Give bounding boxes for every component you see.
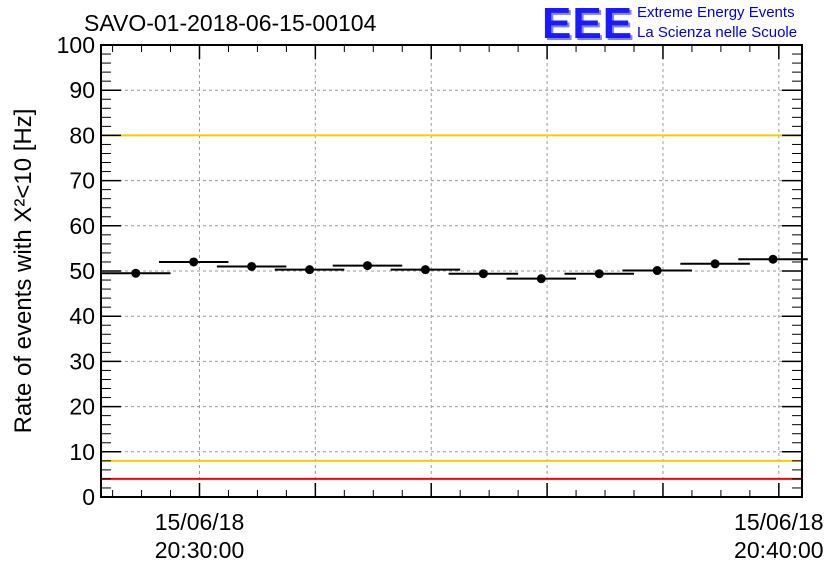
y-tick-label: 40 [69,303,95,329]
logo-line-2: La Scienza nelle Scuole [637,24,798,41]
chart-title: SAVO-01-2018-06-15-00104 [84,10,377,36]
y-tick-label: 10 [69,439,95,465]
y-tick-label: 60 [69,213,95,239]
y-tick-label: 50 [69,258,95,284]
eee-logo: EEE [542,0,634,48]
data-point [247,261,257,271]
data-point [710,259,720,269]
x-tick-label-date: 15/06/18 [734,509,824,535]
data-point [536,274,546,284]
data-point [594,269,604,279]
y-tick-label: 30 [69,348,95,374]
label-layer: 010203040506070809010015/06/1820:30:0015… [57,32,824,563]
data-point [768,254,778,264]
y-tick-label: 70 [69,168,95,194]
data-point [652,266,662,276]
data-point [420,265,430,275]
x-tick-label-time: 20:30:00 [155,537,245,563]
x-tick-label-time: 20:40:00 [734,537,824,563]
data-point [131,268,141,278]
data-point [478,269,488,279]
data-point [189,257,199,267]
data-point [305,265,315,275]
y-axis-label: Rate of events with X²<10 [Hz] [10,109,37,434]
y-tick-label: 100 [57,32,95,58]
grid-layer [101,45,802,497]
y-tick-label: 80 [69,122,95,148]
logo-line-1: Extreme Energy Events [637,4,795,21]
data-point [362,261,372,271]
y-tick-label: 90 [69,77,95,103]
x-tick-label-date: 15/06/18 [155,509,245,535]
data-layer [101,254,808,284]
y-tick-label: 20 [69,394,95,420]
y-tick-label: 0 [82,484,95,510]
tick-layer [101,44,802,498]
